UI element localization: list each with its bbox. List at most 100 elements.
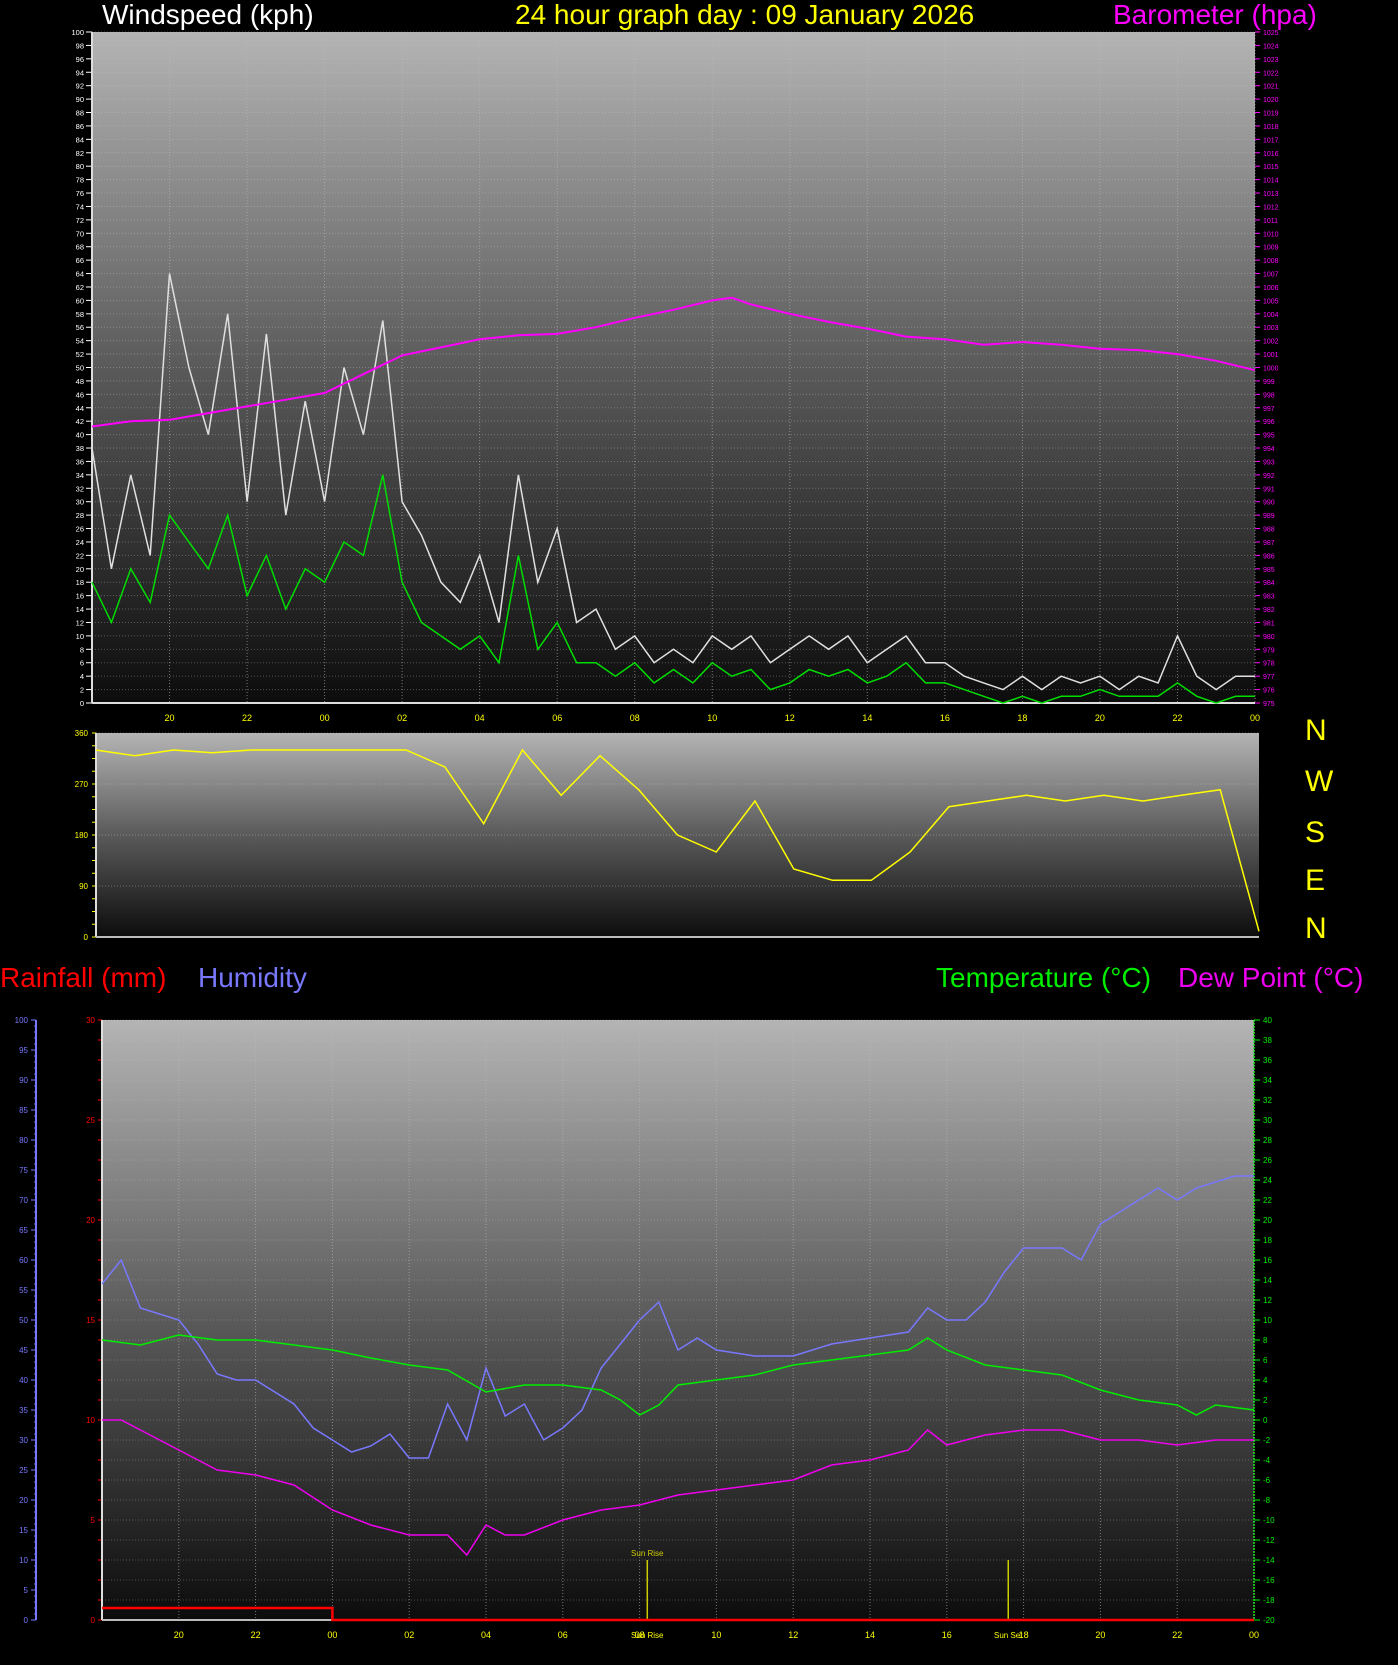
direction-line: [95, 748, 1260, 932]
dir-tick-label: 360: [75, 729, 89, 738]
x-tick-label: 00: [1249, 1630, 1259, 1640]
humidity-tick-label: 90: [19, 1076, 28, 1085]
rainfall-title: Rainfall (mm): [0, 962, 167, 993]
y-left-tick-label: 40: [76, 431, 84, 440]
y-right-tick-label: 991: [1263, 486, 1275, 493]
x-tick-label: 02: [404, 1630, 414, 1640]
x-tick-label: 08: [630, 713, 640, 723]
rainfall-tick-label: 10: [86, 1416, 95, 1425]
rainfall-tick-label: 15: [86, 1316, 95, 1325]
y-left-tick-label: 58: [76, 310, 84, 319]
x-tick-label: 10: [711, 1630, 721, 1640]
y-right-tick-label: 984: [1263, 580, 1275, 587]
temperature-tick-label: 24: [1263, 1176, 1272, 1185]
y-right-tick-label: 987: [1263, 540, 1275, 547]
y-right-tick-label: 1018: [1263, 124, 1279, 131]
x-tick-label: 04: [481, 1630, 491, 1640]
x-tick-label: 20: [174, 1630, 184, 1640]
temperature-tick-label: 2: [1263, 1396, 1268, 1405]
y-left-tick-label: 82: [76, 149, 84, 158]
temperature-tick-label: -20: [1263, 1616, 1275, 1625]
temperature-tick-label: 16: [1263, 1256, 1272, 1265]
sunset-axis-label: Sun Set: [994, 1631, 1023, 1640]
y-right-tick-label: 1010: [1263, 231, 1279, 238]
x-tick-label: 22: [1172, 1630, 1182, 1640]
temperature-tick-label: 0: [1263, 1416, 1268, 1425]
temperature-tick-label: -16: [1263, 1576, 1275, 1585]
temperature-tick-label: -14: [1263, 1556, 1275, 1565]
x-tick-label: 00: [1250, 713, 1260, 723]
y-left-tick-label: 74: [76, 202, 84, 211]
y-left-tick-label: 70: [76, 229, 84, 238]
temperature-tick-label: 28: [1263, 1136, 1272, 1145]
plot-background: [102, 1020, 1254, 1620]
y-right-tick-label: 1013: [1263, 191, 1279, 198]
windspeed-barometer-chart: 0246810121416182022242628303234363840424…: [71, 28, 1278, 723]
y-left-tick-label: 12: [76, 618, 84, 627]
y-right-tick-label: 990: [1263, 500, 1275, 507]
x-tick-label: 06: [558, 1630, 568, 1640]
compass-w: W: [1305, 765, 1334, 798]
sunrise-axis-label: Sun Rise: [631, 1631, 664, 1640]
x-tick-label: 02: [397, 713, 407, 723]
temperature-tick-label: -10: [1263, 1516, 1275, 1525]
y-left-tick-label: 38: [76, 444, 84, 453]
temperature-tick-label: 32: [1263, 1096, 1272, 1105]
y-left-tick-label: 46: [76, 390, 84, 399]
y-right-tick-label: 989: [1263, 513, 1275, 520]
temp-humidity-rain-chart: 0510152025303540455055606570758085909510…: [15, 1016, 1275, 1640]
compass-s: S: [1305, 816, 1326, 849]
humidity-tick-label: 25: [19, 1466, 28, 1475]
temperature-tick-label: 8: [1263, 1336, 1268, 1345]
y-left-tick-label: 26: [76, 525, 84, 534]
compass-e: E: [1305, 864, 1326, 897]
temperature-tick-label: -6: [1263, 1476, 1271, 1485]
temperature-tick-label: 4: [1263, 1376, 1268, 1385]
y-right-tick-label: 1023: [1263, 57, 1279, 64]
rainfall-tick-label: 20: [86, 1216, 95, 1225]
dir-tick-label: 180: [75, 831, 89, 840]
humidity-title: Humidity: [198, 962, 307, 993]
y-left-tick-label: 20: [76, 565, 84, 574]
y-right-tick-label: 995: [1263, 433, 1275, 440]
y-right-tick-label: 983: [1263, 594, 1275, 601]
temperature-tick-label: 22: [1263, 1196, 1272, 1205]
plot-background: [92, 32, 1255, 703]
y-left-tick-label: 78: [76, 176, 84, 185]
y-left-tick-label: 30: [76, 498, 84, 507]
y-left-tick-label: 10: [76, 632, 84, 641]
y-left-tick-label: 88: [76, 109, 84, 118]
y-left-tick-label: 84: [76, 135, 84, 144]
x-tick-label: 22: [1172, 713, 1182, 723]
y-right-tick-label: 1009: [1263, 245, 1279, 252]
humidity-tick-label: 70: [19, 1196, 28, 1205]
x-tick-label: 14: [865, 1630, 875, 1640]
y-right-tick-label: 1019: [1263, 111, 1279, 118]
y-right-tick-label: 999: [1263, 379, 1275, 386]
y-left-tick-label: 52: [76, 350, 84, 359]
temperature-tick-label: -2: [1263, 1436, 1271, 1445]
y-left-tick-label: 56: [76, 323, 84, 332]
y-right-tick-label: 1002: [1263, 339, 1279, 346]
series-line-0: [91, 273, 1255, 691]
y-right-tick-label: 1022: [1263, 70, 1279, 77]
temperature-tick-label: 20: [1263, 1216, 1272, 1225]
dir-tick-label: 0: [84, 933, 89, 942]
temperature-title: Temperature (°C): [936, 962, 1152, 993]
x-tick-label: 18: [1017, 713, 1027, 723]
series-line-2: [91, 296, 1256, 428]
humidity-tick-label: 5: [24, 1586, 29, 1595]
y-left-tick-label: 28: [76, 511, 84, 520]
y-left-tick-label: 50: [76, 364, 84, 373]
y-right-tick-label: 1015: [1263, 164, 1279, 171]
y-right-tick-label: 1025: [1263, 30, 1279, 37]
x-tick-label: 04: [475, 713, 485, 723]
y-left-tick-label: 94: [76, 68, 84, 77]
humidity-tick-label: 50: [19, 1316, 28, 1325]
rainfall-tick-label: 5: [91, 1516, 96, 1525]
y-right-tick-label: 1021: [1263, 84, 1279, 91]
temperature-tick-label: 6: [1263, 1356, 1268, 1365]
temperature-tick-label: 36: [1263, 1056, 1272, 1065]
y-right-tick-label: 982: [1263, 607, 1275, 614]
y-right-tick-label: 1011: [1263, 218, 1278, 225]
